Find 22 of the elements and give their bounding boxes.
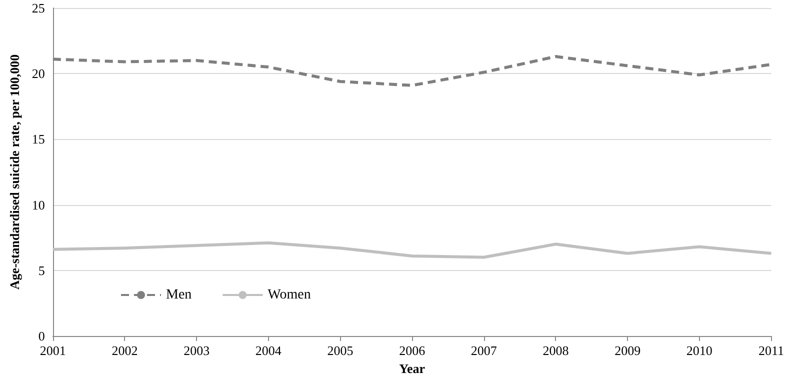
x-tick-label: 2002 — [112, 343, 138, 358]
x-tick-label: 2001 — [40, 343, 66, 358]
y-axis-title: Age-standardised suicide rate, per 100,000 — [7, 54, 22, 290]
x-tick-label: 2009 — [614, 343, 641, 358]
y-tick-label: 15 — [32, 132, 45, 147]
x-tick-label: 2008 — [542, 343, 569, 358]
x-tick-label: 2007 — [470, 343, 498, 358]
line-series — [51, 241, 773, 259]
x-tick-label: 2004 — [255, 343, 282, 358]
y-tick-label: 0 — [38, 328, 45, 344]
x-tick-label: 2006 — [399, 343, 426, 358]
y-tick-label: 25 — [32, 0, 45, 16]
y-tick-label: 10 — [32, 197, 45, 212]
x-tick-label: 2010 — [686, 343, 712, 358]
x-axis-title: Year — [399, 361, 426, 376]
legend-label: Men — [166, 288, 192, 302]
y-tick-label: 20 — [32, 66, 45, 82]
x-tick-label: 2003 — [184, 343, 210, 358]
x-tick-label: 2005 — [327, 343, 354, 358]
x-tick-label: 2011 — [758, 343, 784, 358]
legend-label: Women — [268, 288, 311, 302]
y-tick-label: 5 — [38, 262, 45, 278]
